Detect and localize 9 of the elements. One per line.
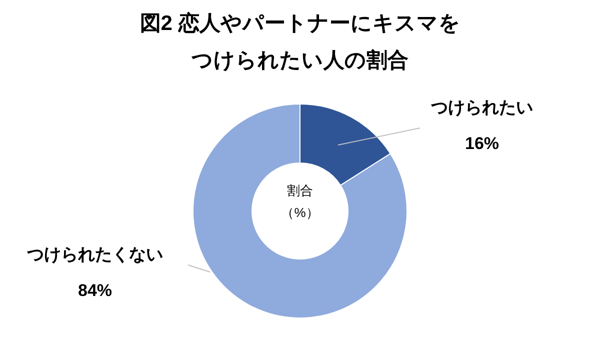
donut-slice [192, 104, 408, 318]
chart-title: 図2 恋人やパートナーにキスマを [140, 11, 460, 35]
slice-label: つけられたくない [26, 245, 163, 264]
data-label: 16% [464, 134, 500, 153]
chart-subtitle: つけられたい人の割合 [192, 48, 408, 72]
text: （%） [281, 205, 319, 220]
text: 割合 [287, 183, 313, 198]
slice-label: つけられたい [430, 98, 533, 117]
data-label: 84% [78, 281, 112, 300]
